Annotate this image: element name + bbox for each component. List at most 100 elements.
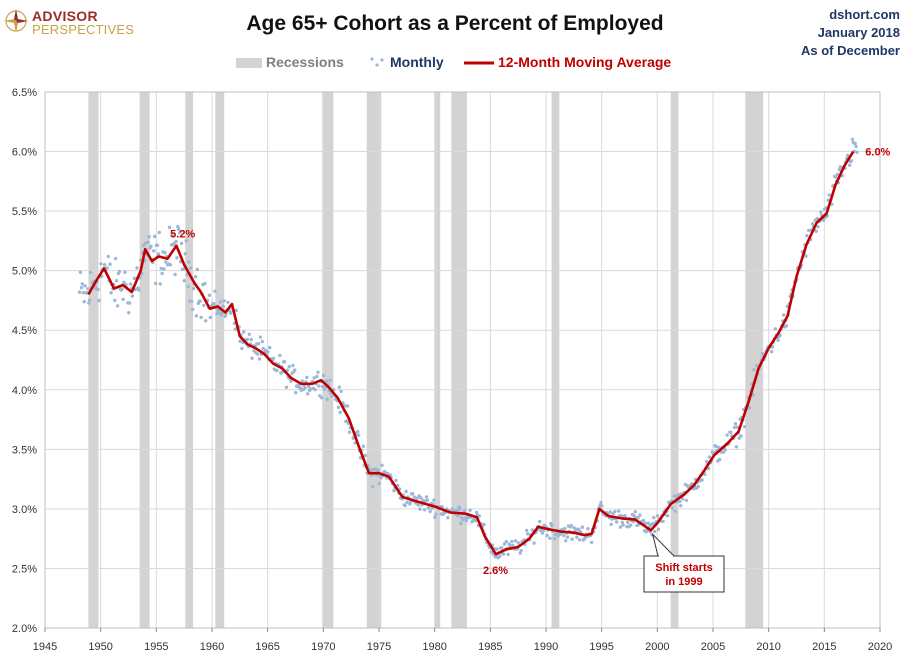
monthly-point-193 bbox=[256, 342, 261, 346]
monthly-point-702 bbox=[729, 430, 733, 434]
monthly-point-667 bbox=[696, 484, 700, 489]
monthly-point-836 bbox=[853, 141, 857, 146]
monthly-point-482 bbox=[525, 528, 529, 533]
monthly-point-306 bbox=[361, 444, 366, 448]
monthly-point-524 bbox=[564, 539, 568, 543]
monthly-point-460 bbox=[504, 539, 508, 544]
monthly-point-455 bbox=[500, 546, 504, 550]
recession-band-10 bbox=[745, 92, 764, 628]
monthly-point-226 bbox=[287, 365, 291, 369]
monthly-point-708 bbox=[734, 445, 739, 449]
monthly-point-126 bbox=[194, 314, 199, 318]
monthly-point-562 bbox=[599, 500, 603, 505]
monthly-point-326 bbox=[380, 463, 384, 467]
monthly-point-49 bbox=[123, 270, 127, 274]
y-tick-label-6: 5.0% bbox=[12, 266, 37, 278]
monthly-point-12 bbox=[88, 270, 93, 274]
y-tick-label-8: 6.0% bbox=[12, 147, 37, 159]
monthly-point-476 bbox=[519, 548, 523, 553]
monthly-point-689 bbox=[717, 445, 721, 450]
monthly-point-38 bbox=[113, 298, 117, 302]
monthly-point-0 bbox=[77, 290, 82, 294]
monthly-point-496 bbox=[538, 519, 542, 524]
monthly-point-512 bbox=[552, 537, 557, 541]
compass-logo-icon bbox=[4, 9, 28, 33]
monthly-point-490 bbox=[532, 541, 536, 545]
monthly-point-642 bbox=[673, 509, 677, 513]
monthly-point-408 bbox=[456, 514, 460, 518]
monthly-point-368 bbox=[419, 496, 423, 500]
monthly-point-828 bbox=[846, 153, 850, 158]
monthly-point-820 bbox=[838, 165, 842, 169]
monthly-point-240 bbox=[300, 379, 304, 383]
monthly-point-192 bbox=[255, 352, 260, 356]
monthly-point-417 bbox=[464, 519, 469, 523]
monthly-point-125 bbox=[193, 275, 198, 279]
monthly-point-530 bbox=[569, 523, 573, 528]
monthly-point-316 bbox=[371, 485, 375, 489]
y-tick-label-7: 5.5% bbox=[12, 206, 37, 218]
monthly-point-280 bbox=[337, 385, 341, 389]
monthly-point-31 bbox=[106, 254, 111, 259]
monthly-point-263 bbox=[321, 373, 326, 378]
monthly-point-267 bbox=[325, 397, 329, 401]
monthly-point-145 bbox=[212, 302, 216, 306]
monthly-point-378 bbox=[428, 509, 432, 514]
monthly-point-39 bbox=[114, 256, 118, 261]
monthly-point-747 bbox=[770, 345, 775, 349]
y-tick-label-3: 3.5% bbox=[12, 444, 37, 456]
monthly-point-288 bbox=[345, 419, 349, 423]
x-tick-label-14: 2015 bbox=[812, 641, 836, 653]
monthly-point-837 bbox=[854, 144, 858, 149]
monthly-point-130 bbox=[198, 299, 202, 303]
moving-average-line bbox=[87, 150, 855, 556]
monthly-point-120 bbox=[189, 266, 193, 270]
monthly-point-407 bbox=[455, 508, 459, 512]
x-tick-label-0: 1945 bbox=[33, 641, 57, 653]
monthly-point-671 bbox=[700, 478, 704, 482]
monthly-point-113 bbox=[182, 279, 187, 283]
monthly-point-526 bbox=[565, 535, 570, 539]
monthly-point-3 bbox=[80, 282, 85, 286]
monthly-point-1 bbox=[78, 270, 83, 274]
monthly-point-155 bbox=[221, 304, 225, 308]
monthly-point-322 bbox=[376, 468, 380, 472]
monthly-point-114 bbox=[183, 252, 187, 256]
monthly-point-499 bbox=[540, 531, 545, 535]
monthly-point-2 bbox=[79, 285, 84, 290]
monthly-point-43 bbox=[117, 269, 122, 274]
monthly-point-82 bbox=[153, 281, 158, 286]
x-tick-label-10: 1995 bbox=[589, 641, 613, 653]
monthly-point-808 bbox=[827, 193, 831, 197]
monthly-point-717 bbox=[743, 425, 747, 429]
recession-band-2 bbox=[185, 92, 194, 628]
monthly-point-466 bbox=[510, 539, 514, 544]
monthly-point-74 bbox=[146, 240, 150, 244]
monthly-point-256 bbox=[315, 374, 319, 379]
monthly-point-619 bbox=[652, 515, 656, 520]
monthly-point-563 bbox=[600, 504, 604, 508]
monthly-point-46 bbox=[120, 287, 124, 291]
monthly-point-458 bbox=[502, 542, 507, 546]
monthly-point-678 bbox=[706, 466, 711, 471]
recession-band-5 bbox=[366, 92, 382, 628]
legend-label-recessions: Recessions bbox=[266, 54, 344, 70]
monthly-point-213 bbox=[275, 368, 279, 373]
x-tick-label-4: 1965 bbox=[255, 641, 279, 653]
monthly-point-181 bbox=[245, 337, 250, 342]
monthly-point-4 bbox=[81, 291, 85, 295]
monthly-point-679 bbox=[707, 455, 712, 459]
monthly-point-80 bbox=[152, 249, 156, 253]
monthly-point-815 bbox=[834, 175, 838, 179]
monthly-point-168 bbox=[233, 327, 238, 331]
x-tick-label-11: 2000 bbox=[645, 641, 669, 653]
monthly-point-105 bbox=[175, 256, 179, 260]
x-tick-label-7: 1980 bbox=[422, 641, 446, 653]
recession-band-0 bbox=[88, 92, 99, 628]
monthly-point-247 bbox=[307, 384, 311, 389]
monthly-point-450 bbox=[495, 547, 499, 551]
y-tick-label-2: 3.0% bbox=[12, 504, 37, 516]
monthly-point-87 bbox=[158, 282, 162, 286]
monthly-point-639 bbox=[670, 506, 675, 510]
